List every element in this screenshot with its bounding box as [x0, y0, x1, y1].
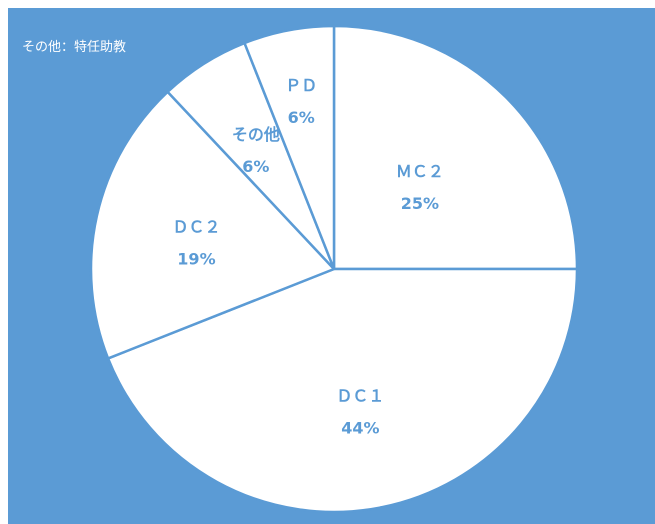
- slice-value-label: 44%: [341, 418, 379, 437]
- slice-value-label: 19%: [177, 249, 215, 268]
- chart-panel: その他：特任助教 ＭＣ２ 25% ＤＣ１ 44% ＤＣ２ 19% その他 6% ＰＤ 6%: [8, 8, 655, 524]
- slice-category-label: ＭＣ２: [396, 162, 444, 181]
- slice-category-label: ＤＣ１: [336, 386, 384, 405]
- slice-category-label: ＰＤ: [285, 76, 317, 95]
- pie-slice: [106, 267, 579, 514]
- slice-category-label: ＤＣ２: [172, 217, 220, 236]
- slice-value-label: 6%: [242, 157, 269, 176]
- pie-slices: [89, 24, 579, 514]
- pie-slice: [89, 90, 337, 361]
- chart-note: その他：特任助教: [22, 40, 127, 55]
- slice-category-label: その他: [232, 125, 280, 144]
- pie-labels: ＭＣ２ 25% ＤＣ１ 44% ＤＣ２ 19% その他 6% ＰＤ 6%: [172, 76, 443, 437]
- pie-slice: [242, 24, 336, 270]
- slice-value-label: 6%: [288, 108, 315, 127]
- pie-slice: [332, 24, 579, 271]
- slice-value-label: 25%: [401, 194, 439, 213]
- pie-chart: ＭＣ２ 25% ＤＣ１ 44% ＤＣ２ 19% その他 6% ＰＤ 6%: [89, 24, 579, 514]
